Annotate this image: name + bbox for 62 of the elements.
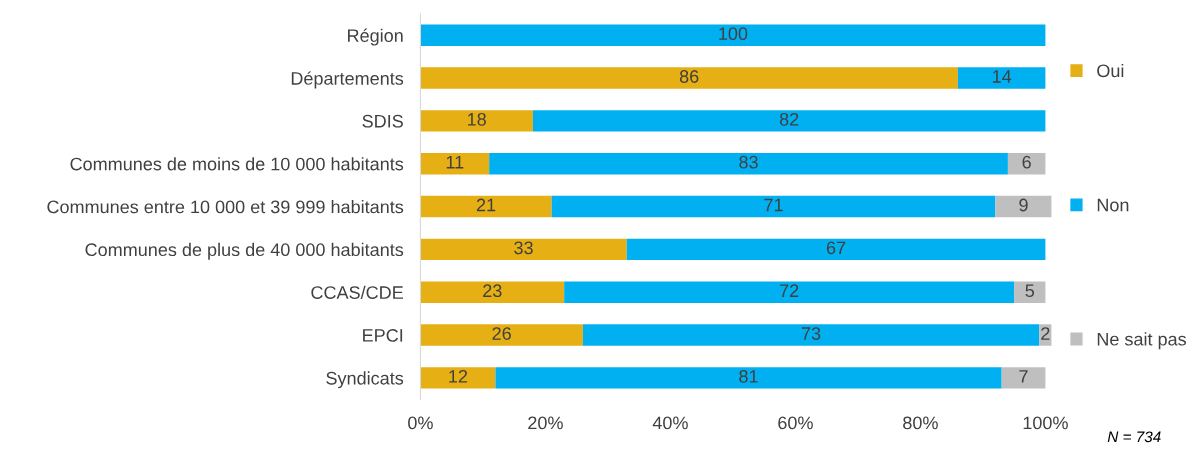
y-tick-label: Communes de plus de 40 000 habitants <box>85 242 404 260</box>
x-tick-label: 80% <box>903 416 938 430</box>
data-label: 11 <box>446 155 464 169</box>
data-label: 5 <box>1025 284 1035 298</box>
bar <box>420 367 496 389</box>
bar <box>495 367 1002 389</box>
bar <box>420 110 533 132</box>
y-tick-label: SDIS <box>362 114 403 128</box>
y-tick-label: Syndicats <box>326 371 404 389</box>
data-label: 72 <box>780 284 799 297</box>
bar <box>582 324 1040 346</box>
data-label: 82 <box>779 112 799 126</box>
y-tick-label: EPCI <box>363 329 403 342</box>
y-tick-label: Départements <box>291 71 404 89</box>
legend-label: Oui <box>1097 63 1124 78</box>
data-label: 23 <box>483 284 502 298</box>
data-label: 33 <box>514 241 533 255</box>
x-tick-label: 100% <box>1023 416 1068 430</box>
data-label: 73 <box>801 327 821 340</box>
bar <box>420 153 490 175</box>
bar <box>420 67 958 89</box>
bar <box>626 238 1046 261</box>
text: N = 734 <box>1107 431 1161 443</box>
y-tick-label: CCAS/CDE <box>311 285 403 299</box>
data-label: 7 <box>1019 370 1028 383</box>
data-label: 18 <box>468 112 486 126</box>
bar <box>564 281 1015 303</box>
data-label: 6 <box>1022 155 1031 169</box>
bar <box>1007 153 1046 175</box>
bar <box>551 195 996 218</box>
x-tick-label: 60% <box>778 416 813 430</box>
y-tick-label: Communes de moins de 10 000 habitants <box>70 157 404 171</box>
data-label: 81 <box>739 369 758 383</box>
y-tick-label: Communes entre 10 000 et 39 999 habitants <box>47 200 404 214</box>
data-label: 21 <box>476 198 496 212</box>
bar <box>957 67 1046 89</box>
bar <box>420 24 1046 46</box>
data-label: 12 <box>449 369 468 383</box>
data-label: 100 <box>719 27 748 41</box>
x-tick-label: 0% <box>408 416 433 430</box>
bar <box>420 281 565 303</box>
data-label: 9 <box>1019 198 1028 212</box>
data-label: 71 <box>764 198 783 212</box>
bar <box>1014 281 1046 303</box>
data-label: 83 <box>739 155 758 169</box>
bar <box>489 153 1008 175</box>
legend-label: Non <box>1097 198 1129 212</box>
bar <box>420 238 627 261</box>
data-label: 67 <box>826 241 846 255</box>
y-tick-label: Région <box>348 28 403 46</box>
data-label: 86 <box>679 70 699 83</box>
legend-label: Ne sait pas <box>1097 332 1187 350</box>
bar <box>1001 367 1046 389</box>
x-tick-label: 40% <box>652 416 688 430</box>
bar <box>532 110 1046 132</box>
bar <box>420 195 552 218</box>
data-label: 2 <box>1041 327 1050 340</box>
bar <box>420 324 583 346</box>
data-label: 26 <box>492 327 511 340</box>
bar <box>995 195 1052 218</box>
data-label: 14 <box>992 70 1012 83</box>
x-tick-label: 20% <box>528 416 563 430</box>
